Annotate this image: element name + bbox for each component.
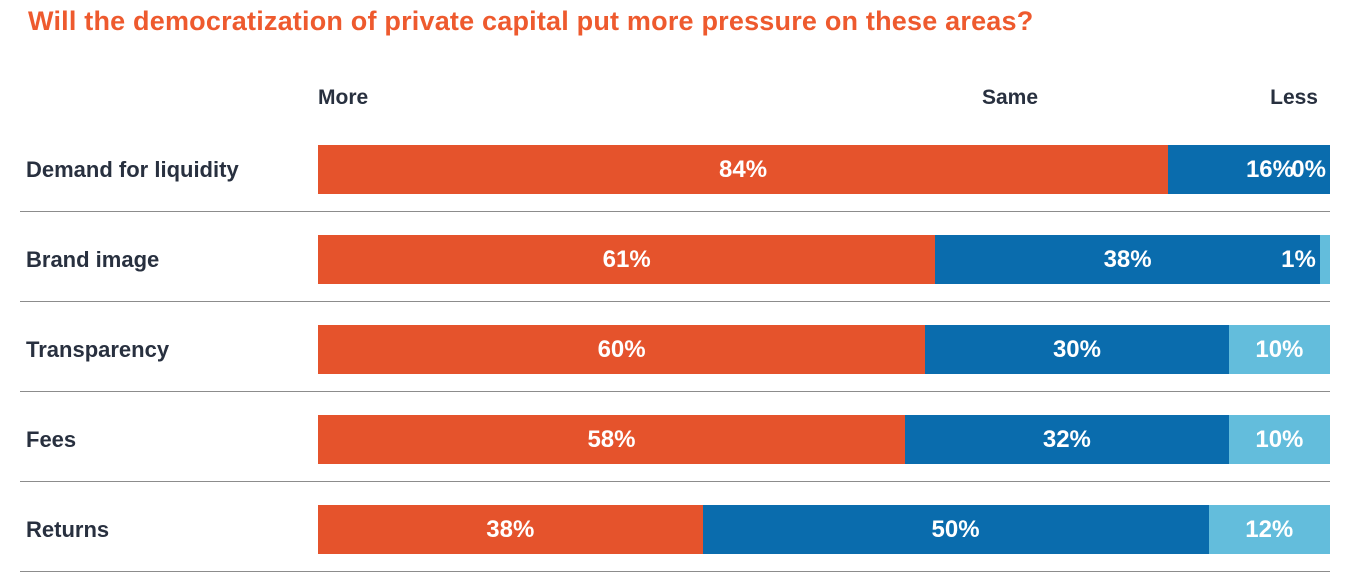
stacked-bar: 60% 30% 10% (318, 325, 1330, 374)
category-label: Brand image (26, 246, 160, 272)
bar-value-label: 10% (1255, 335, 1304, 363)
row-divider (20, 481, 1330, 482)
bar-value-label: 0% (1291, 155, 1326, 183)
chart-row: Brand image 61% 38% 1% (0, 220, 1345, 310)
stacked-bar: 61% 38% 1% (318, 235, 1330, 284)
bar-segment-less: 10% (1228, 415, 1330, 464)
bar-segment-same: 30% (925, 325, 1229, 374)
stacked-bar: 58% 32% 10% (318, 415, 1330, 464)
category-label: Demand for liquidity (26, 156, 239, 182)
column-header-same: Same (981, 86, 1039, 109)
chart-row: Fees 58% 32% 10% (0, 400, 1345, 490)
bar-segment-less: 12% (1208, 505, 1330, 554)
bar-segment-less: 1% (1281, 235, 1330, 284)
bar-segment-same: 38% (935, 235, 1320, 284)
bar-value-label: 16% (1245, 155, 1294, 183)
bar-value-label: 50% (931, 515, 980, 543)
chart-title: Will the democratization of private capi… (28, 6, 1034, 36)
bar-segment-same: 32% (904, 415, 1229, 464)
rows: Demand for liquidity 84% 16% 0% Brand imag… (0, 130, 1345, 580)
column-header-more: More (318, 86, 369, 109)
bar-value-label: 58% (587, 425, 636, 453)
bar-value-label: 10% (1255, 425, 1304, 453)
bar-segment-more: 38% (318, 505, 703, 554)
row-divider (20, 571, 1330, 572)
bar-value-label: 12% (1245, 515, 1294, 543)
bar-value-label: 38% (486, 515, 535, 543)
bar-segment-more: 84% (318, 145, 1169, 194)
bar-segment-more: 60% (318, 325, 926, 374)
chart-row: Demand for liquidity 84% 16% 0% (0, 130, 1345, 220)
bar-value-label: 61% (602, 245, 651, 273)
category-label: Fees (26, 426, 77, 452)
bar-value-label: 60% (597, 335, 646, 363)
bar-segment-less: 10% (1228, 325, 1330, 374)
row-divider (20, 301, 1330, 302)
row-divider (20, 211, 1330, 212)
bar-value-label: 30% (1052, 335, 1101, 363)
bar-value-label: 1% (1281, 245, 1316, 273)
stacked-bar: 38% 50% 12% (318, 505, 1330, 554)
category-label: Transparency (26, 336, 170, 362)
bar-value-label: 32% (1042, 425, 1091, 453)
bar-value-label: 84% (719, 155, 768, 183)
chart-row: Transparency 60% 30% 10% (0, 310, 1345, 400)
stacked-bar: 84% 16% 0% (318, 145, 1330, 194)
bar-segment-same: 16% (1168, 145, 1330, 194)
bar-value-label: 38% (1103, 245, 1152, 273)
bar-segment-more: 61% (318, 235, 936, 284)
bar-segment-same: 50% (702, 505, 1209, 554)
row-divider (20, 391, 1330, 392)
column-header-less: Less (1270, 86, 1318, 109)
chart-row: Returns 38% 50% 12% (0, 490, 1345, 580)
category-label: Returns (26, 516, 110, 542)
bar-segment-more: 58% (318, 415, 905, 464)
